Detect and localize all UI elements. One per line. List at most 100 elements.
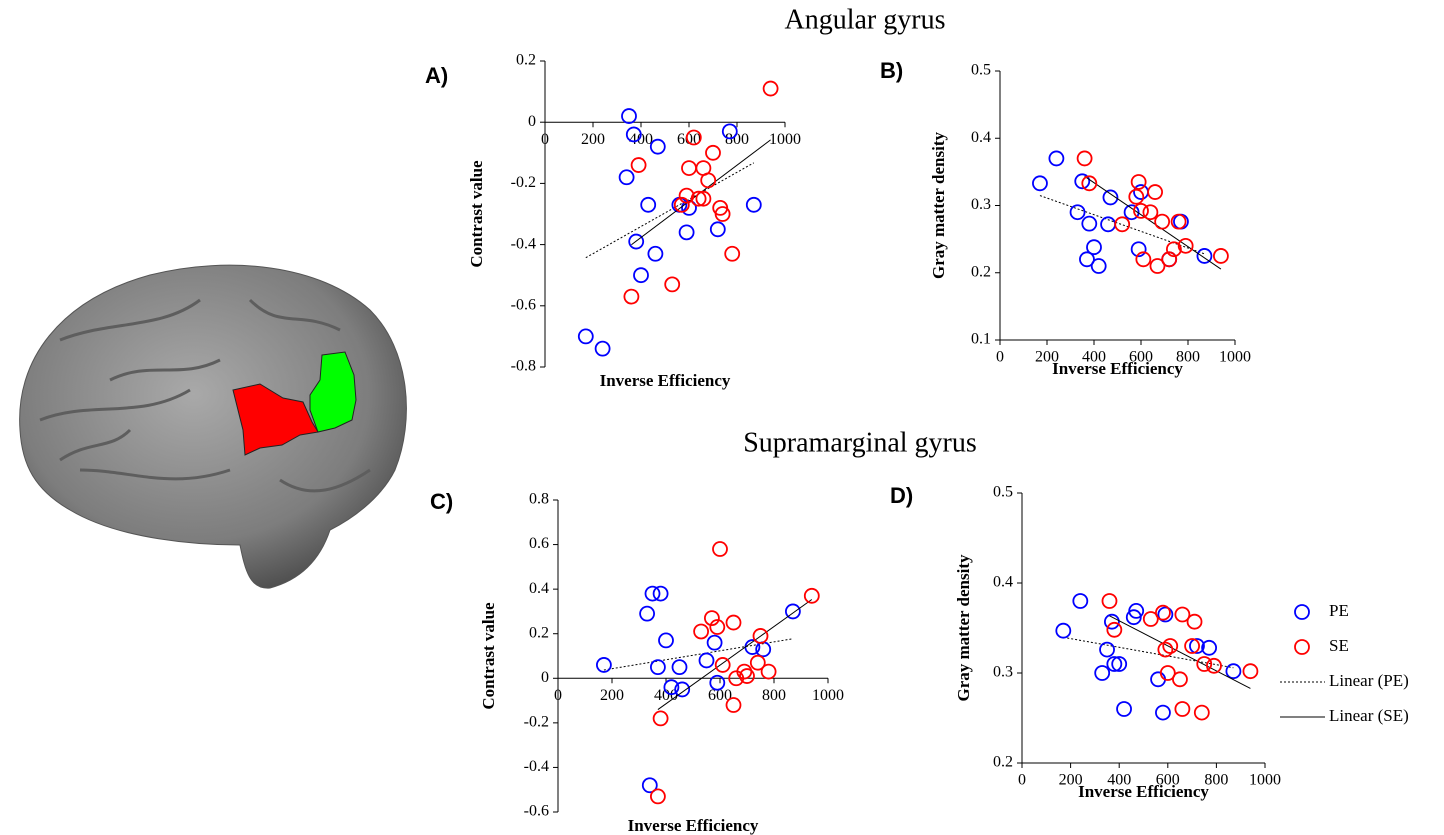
trendline [1084, 175, 1222, 270]
x-tick-label: 200 [1059, 772, 1083, 789]
data-point [709, 619, 726, 635]
data-point [1076, 150, 1093, 167]
data-point [1166, 241, 1182, 258]
data-point [623, 288, 640, 305]
data-point [1128, 603, 1145, 619]
y-axis-title: Contrast value [467, 160, 486, 268]
data-point [693, 623, 709, 640]
x-axis-title: Inverse Efficiency [1078, 782, 1209, 801]
data-point [1133, 202, 1149, 219]
x-axis-title: Inverse Efficiency [600, 371, 731, 390]
data-point [1157, 606, 1174, 623]
data-point [628, 233, 645, 250]
panel-label: B) [880, 58, 903, 83]
data-point [1201, 639, 1218, 656]
data-point [1135, 251, 1152, 268]
data-point [1079, 251, 1095, 268]
data-point [664, 276, 681, 293]
x-tick-label: 800 [762, 687, 786, 704]
x-tick-label: 400 [629, 131, 653, 148]
trendline [1039, 195, 1205, 255]
data-point [709, 221, 726, 238]
data-point [1048, 150, 1065, 167]
data-point [621, 108, 637, 124]
data-point [625, 126, 642, 143]
x-tick-label: 0 [996, 349, 1004, 366]
data-point [714, 206, 731, 222]
y-tick-label: 0.2 [529, 624, 549, 641]
brain-image [19, 264, 407, 589]
data-point [1072, 593, 1089, 609]
data-point [1142, 204, 1159, 221]
data-point [1161, 251, 1178, 268]
data-point [1155, 704, 1171, 721]
x-tick-label: 1000 [812, 687, 844, 704]
x-tick-label: 400 [1107, 772, 1131, 789]
data-point [698, 652, 715, 669]
data-point [681, 160, 697, 177]
data-point [712, 541, 728, 557]
x-tick-label: 1000 [1219, 349, 1251, 366]
y-tick-label: -0.4 [511, 235, 536, 252]
data-point [596, 657, 612, 673]
x-tick-label: 800 [1176, 349, 1200, 366]
x-tick-label: 200 [600, 687, 624, 704]
x-tick-label: 0 [554, 687, 562, 704]
section-heading: Angular gyrus [785, 4, 946, 35]
y-tick-label: 0.5 [993, 484, 1013, 501]
data-point [673, 196, 690, 213]
data-point [1104, 613, 1120, 630]
legend-label: SE [1329, 636, 1349, 655]
data-point [647, 245, 664, 262]
data-point [725, 697, 742, 713]
y-tick-label: 0 [541, 669, 549, 686]
data-point [1102, 189, 1119, 206]
data-point [674, 681, 691, 698]
data-point [1225, 663, 1242, 680]
panel-label: C) [430, 489, 453, 514]
data-point [724, 245, 741, 262]
legend-label: Linear (PE) [1329, 671, 1409, 690]
legend-label: Linear (SE) [1329, 706, 1409, 725]
data-point [749, 654, 766, 671]
legend-marker [1294, 639, 1310, 655]
trendline [585, 162, 755, 259]
x-axis-title: Inverse Efficiency [628, 816, 759, 835]
data-point [1069, 204, 1086, 221]
data-point [1157, 641, 1174, 658]
trendline [1063, 636, 1234, 669]
data-point [663, 679, 680, 696]
data-point [1123, 204, 1140, 221]
x-tick-label: 400 [1082, 349, 1106, 366]
data-point [760, 663, 777, 680]
x-tick-label: 600 [1129, 349, 1153, 366]
data-point [640, 196, 657, 213]
data-point [630, 157, 647, 173]
data-point [577, 328, 594, 345]
data-point [652, 585, 669, 602]
data-point [700, 172, 717, 189]
data-point [785, 603, 801, 620]
data-point [650, 659, 666, 676]
data-point [706, 634, 723, 651]
data-point [1174, 701, 1191, 717]
data-point [1094, 665, 1111, 681]
y-tick-label: 0 [528, 113, 536, 130]
y-tick-label: -0.2 [511, 174, 536, 191]
data-point [1150, 671, 1166, 688]
x-tick-label: 800 [1204, 772, 1228, 789]
data-point [1081, 215, 1098, 232]
data-point [1147, 184, 1163, 200]
data-point [1074, 173, 1091, 190]
x-tick-label: 0 [1018, 772, 1026, 789]
y-tick-label: 0.4 [971, 129, 991, 146]
data-point [1177, 237, 1194, 254]
data-point [1101, 593, 1118, 609]
data-point [721, 123, 738, 140]
data-point [633, 267, 649, 284]
x-tick-label: 1000 [769, 131, 801, 148]
y-tick-label: 0.2 [971, 263, 991, 280]
data-point [1142, 611, 1159, 627]
data-point [594, 340, 611, 357]
data-point [1174, 606, 1191, 623]
